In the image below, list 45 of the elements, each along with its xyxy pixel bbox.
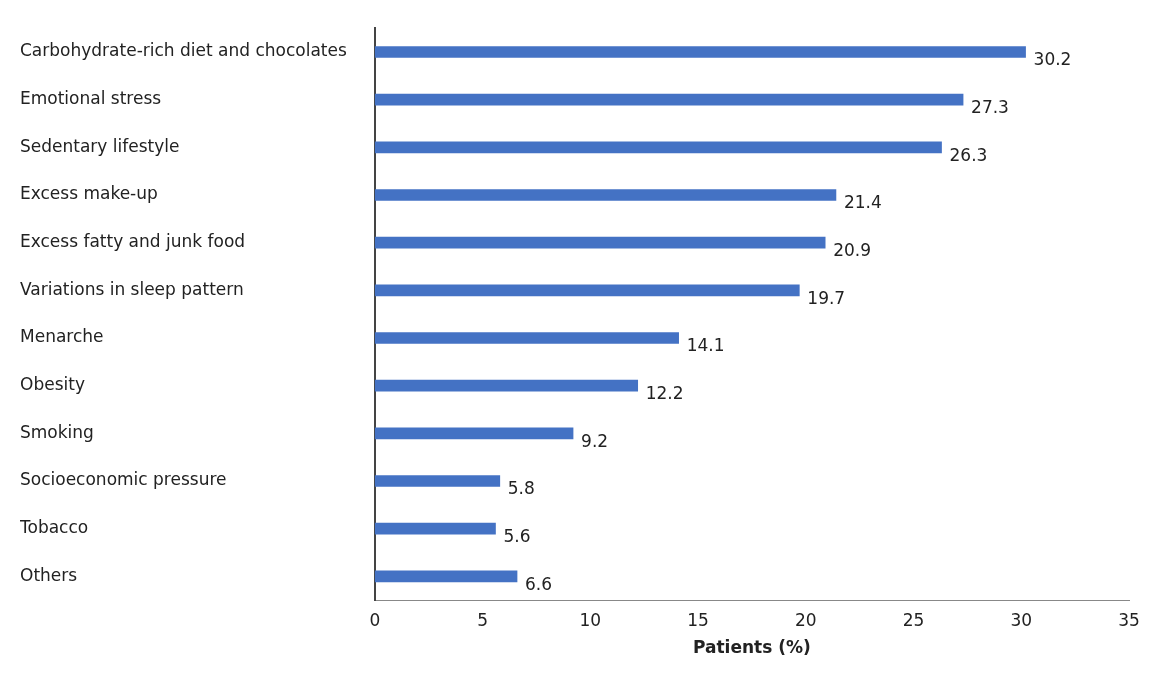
data-label: 6.6 <box>525 573 553 594</box>
bar <box>374 93 964 106</box>
data-label: 30.2 <box>1033 49 1072 70</box>
bar <box>374 141 942 154</box>
bar <box>374 46 1026 58</box>
data-label: 9.2 <box>581 430 609 451</box>
bar <box>374 475 501 487</box>
data-label: 26.3 <box>949 144 988 165</box>
data-label: 12.2 <box>645 383 684 404</box>
x-tick-label: 10 <box>579 609 602 630</box>
bar <box>374 284 800 297</box>
x-tick-label: 5 <box>477 609 488 630</box>
data-label: 19.7 <box>807 287 846 308</box>
data-label: 5.8 <box>507 478 535 499</box>
y-tick-label: Tobacco <box>19 517 89 538</box>
y-tick-label: Others <box>20 564 78 585</box>
y-tick-label: Sedentary lifestyle <box>20 135 180 156</box>
y-tick-label: Obesity <box>20 374 85 395</box>
y-tick-label: Excess make-up <box>20 183 158 204</box>
bar <box>374 427 574 440</box>
x-tick-label: 35 <box>1118 609 1140 630</box>
data-label: 14.1 <box>686 335 725 356</box>
data-label: 27.3 <box>971 97 1009 118</box>
x-tick-label: 20 <box>794 609 817 630</box>
bar <box>374 189 837 201</box>
bar <box>374 332 679 344</box>
x-tick-label: 30 <box>1010 609 1033 630</box>
y-tick-label: Menarche <box>20 326 104 347</box>
bar <box>374 236 826 249</box>
y-tick-label: Smoking <box>20 421 94 442</box>
y-tick-label: Emotional stress <box>20 88 162 109</box>
x-tick-label: 15 <box>687 609 709 630</box>
data-label: 5.6 <box>503 526 531 547</box>
data-label: 21.4 <box>843 192 882 213</box>
x-tick-label: 0 <box>369 609 381 630</box>
y-tick-label: Excess fatty and junk food <box>20 231 246 252</box>
y-tick-label: Socioeconomic pressure <box>20 469 227 490</box>
bar <box>374 522 496 535</box>
x-axis-title: Patients (%) <box>693 637 811 658</box>
bar <box>374 379 639 392</box>
x-tick-label: 25 <box>902 609 925 630</box>
y-tick-label: Variations in sleep pattern <box>20 278 244 299</box>
data-label: 20.9 <box>833 240 872 261</box>
y-tick-label: Carbohydrate-rich diet and chocolates <box>20 40 347 61</box>
bar <box>374 570 518 583</box>
